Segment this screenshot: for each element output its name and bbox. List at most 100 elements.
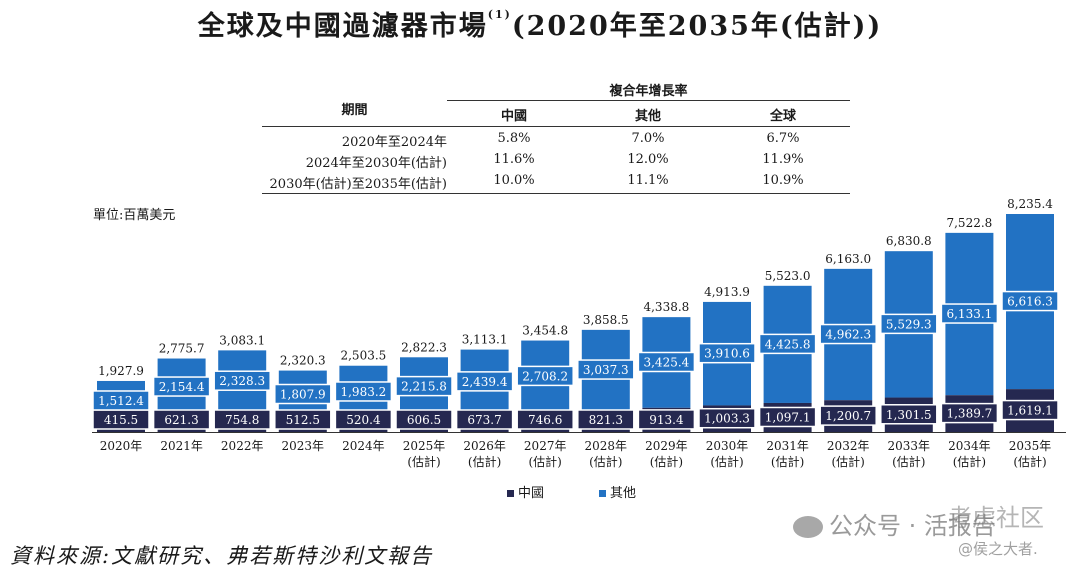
x-tick-sublabel: (估計) [407, 454, 440, 469]
label-box-other [940, 303, 999, 324]
label-box-china [152, 409, 211, 430]
data-label-other: 3,425.4 [643, 355, 689, 369]
x-tick-label: 2026年 [463, 439, 506, 453]
x-tick-sublabel: (估計) [468, 454, 501, 469]
legend-label-other: 其他 [610, 486, 637, 501]
label-box-china [577, 409, 635, 430]
data-label-total: 2,320.3 [280, 354, 326, 368]
title-main: 全球及中國過濾器市場 [197, 11, 488, 42]
label-box-china [758, 406, 817, 428]
x-tick-label: 2030年 [706, 439, 749, 453]
data-label-china: 520.4 [346, 413, 381, 427]
cagr-value: 12.0% [627, 152, 669, 167]
legend-swatch-other [599, 490, 606, 497]
watermark-brand: 考虑社区 [948, 504, 1044, 532]
legend-item-china: 中國 [507, 482, 544, 501]
label-box-other [152, 376, 211, 397]
data-label-total: 6,830.8 [886, 234, 932, 248]
x-tick-sublabel: (估計) [892, 454, 925, 469]
x-tick-label: 2034年 [948, 439, 991, 453]
data-label-other: 2,215.8 [401, 380, 447, 394]
cagr-header-rule [447, 100, 850, 101]
label-box-china [455, 409, 514, 430]
x-tick-label: 2024年 [342, 439, 385, 453]
x-tick-label: 2028年 [585, 439, 628, 453]
data-label-china: 606.5 [407, 413, 441, 427]
watermark-handle: @侯之大者. [958, 540, 1038, 558]
data-label-total: 3,113.1 [462, 333, 508, 347]
x-tick-label: 2021年 [160, 439, 203, 453]
cagr-value: 5.8% [497, 131, 531, 146]
x-tick-label: 2029年 [645, 439, 688, 453]
cagr-rule [262, 126, 850, 127]
data-label-other: 6,133.1 [946, 307, 992, 321]
data-label-china: 1,003.3 [704, 412, 750, 426]
x-tick-sublabel: (估計) [771, 454, 804, 469]
x-tick-sublabel: (估計) [589, 454, 622, 469]
data-label-other: 2,708.2 [522, 369, 568, 383]
data-label-total: 3,454.8 [522, 324, 568, 338]
data-label-total: 6,163.0 [825, 252, 871, 266]
x-tick-sublabel: (估計) [710, 454, 743, 469]
x-tick-sublabel: (估計) [953, 454, 986, 469]
data-label-china: 913.4 [649, 413, 684, 427]
label-box-other [334, 381, 393, 402]
legend-label-china: 中國 [518, 486, 545, 501]
label-box-other [395, 375, 453, 397]
data-label-other: 2,154.4 [159, 380, 205, 394]
legend-swatch-china [507, 490, 514, 497]
data-label-total: 2,775.7 [159, 342, 205, 356]
data-label-total: 4,338.8 [643, 300, 689, 314]
cagr-value: 11.1% [627, 173, 669, 188]
source-note: 資料來源:文獻研究、弗若斯特沙利文報告 [10, 544, 434, 568]
data-label-china: 1,619.1 [1007, 404, 1053, 418]
label-box-other [577, 359, 635, 380]
data-label-total: 2,822.3 [401, 340, 447, 354]
label-box-other [213, 370, 271, 391]
x-tick-sublabel: (估計) [529, 454, 562, 469]
cagr-period-header: 期間 [341, 103, 368, 118]
label-box-china [698, 407, 756, 429]
label-box-other [1001, 290, 1059, 312]
label-box-other [819, 323, 877, 345]
title-footnote: (1) [487, 8, 512, 21]
cagr-period: 2030年(估計)至2035年(估計) [269, 177, 447, 192]
cagr-bottom-rule [262, 193, 850, 194]
label-box-other [880, 313, 938, 335]
chart-title: 全球及中國過濾器市場(1)(2020年至2035年(估計)) [0, 4, 1080, 43]
stacked-bar-chart: 415.5 1,512.4 1,927.9 2020年 621.3 2,154.4 2,77… [92, 197, 1066, 469]
label-box-china [213, 409, 271, 430]
watermark-account: 公众号 · 活报告 [793, 506, 996, 541]
cagr-row: 2020年至2024年 5.8% 7.0% 6.7% [262, 131, 850, 151]
data-label-other: 3,910.6 [704, 347, 750, 361]
x-tick-label: 2027年 [524, 439, 567, 453]
cagr-header: 複合年增長率 [609, 84, 688, 99]
data-label-china: 821.3 [589, 413, 623, 427]
label-box-other [516, 365, 574, 387]
title-period: (2020年至2035年(估計)) [511, 11, 883, 42]
label-box-other [274, 383, 332, 405]
data-label-other: 5,529.3 [886, 317, 932, 331]
data-label-total: 2,503.5 [340, 349, 386, 363]
data-label-china: 1,301.5 [886, 408, 932, 422]
data-label-china: 512.5 [286, 413, 320, 427]
x-tick-label: 2031年 [766, 439, 809, 453]
data-label-total: 5,523.0 [765, 269, 811, 283]
data-label-other: 6,616.3 [1007, 295, 1053, 309]
data-label-total: 8,235.4 [1007, 197, 1053, 211]
cagr-value: 10.0% [493, 173, 535, 188]
data-label-other: 2,439.4 [462, 375, 508, 389]
data-label-other: 4,425.8 [765, 337, 811, 351]
cagr-period: 2024年至2030年(估計) [305, 156, 447, 171]
cagr-value: 7.0% [631, 131, 665, 146]
cagr-col-other: 其他 [634, 109, 661, 124]
data-label-total: 1,927.9 [98, 364, 144, 378]
x-tick-sublabel: (估計) [650, 454, 683, 469]
data-label-china: 1,097.1 [765, 410, 811, 424]
label-box-other [698, 342, 756, 364]
x-tick-label: 2032年 [827, 439, 870, 453]
cagr-value: 6.7% [766, 131, 800, 146]
x-tick-sublabel: (估計) [832, 454, 865, 469]
label-box-china [940, 402, 999, 424]
label-box-china [274, 409, 332, 430]
